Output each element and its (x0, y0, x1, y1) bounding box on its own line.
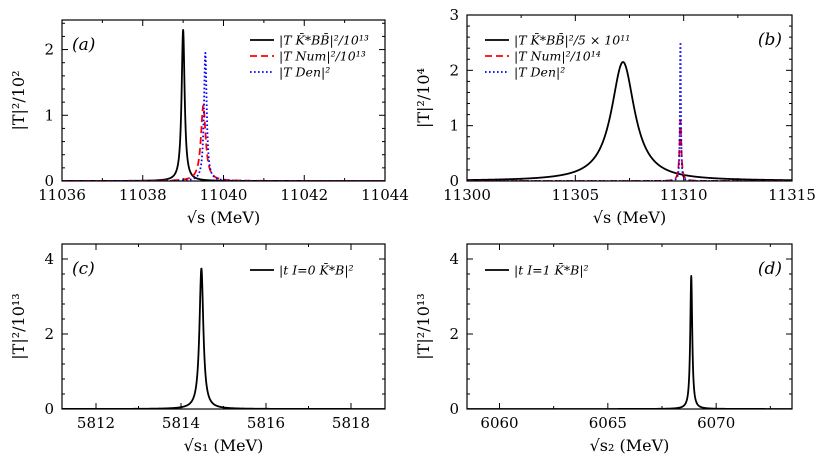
x-tick-label: 11038 (119, 186, 167, 204)
x-tick-label: 6070 (697, 414, 735, 432)
x-axis-label: √s₂ (MeV) (590, 436, 670, 455)
series-group (467, 274, 792, 409)
panel-label: (a) (72, 35, 95, 55)
series-line-1 (467, 274, 792, 409)
legend: |T K̄*BB̄|²/5 × 10¹¹ |T Num|²/10¹⁴|T Den|… (485, 32, 630, 80)
legend-label: |t I=1 K̄*B|² (514, 262, 589, 277)
series-line-1 (62, 267, 385, 409)
panel-label: (d) (758, 259, 782, 279)
y-tick-label: 3 (449, 6, 459, 24)
x-tick-label: 6060 (480, 414, 518, 432)
panel-1: 11036 11038 11040 11042 11044 0 1 2 √s (MeV) |T|²… (9, 19, 409, 227)
x-axis-label: √s₁ (MeV) (184, 436, 264, 455)
x-tick-label: 11042 (280, 186, 328, 204)
y-tick-label: 1 (449, 117, 459, 135)
y-axis-label: |T|²/10⁴ (414, 68, 433, 128)
series-line-3 (62, 51, 385, 181)
series-group (62, 267, 385, 409)
x-tick-label: 11315 (768, 186, 816, 204)
y-tick-label: 0 (44, 172, 54, 190)
series-line-1 (467, 61, 792, 181)
y-tick-label: 2 (449, 325, 459, 343)
y-axis-label: |T|²/10² (9, 70, 28, 130)
series-line-2 (467, 119, 792, 181)
x-tick-label: 6065 (589, 414, 627, 432)
legend-label: |T K̄*BB̄|²/5 × 10¹¹ (514, 32, 630, 47)
y-axis-label: |T|²/10¹³ (414, 293, 433, 359)
legend-label: |t I=0 K̄*B|² (279, 262, 354, 277)
legend-label: |T Num|²/10¹³ (279, 49, 366, 64)
x-tick-label: 11040 (200, 186, 248, 204)
y-tick-label: 0 (44, 400, 54, 418)
y-tick-label: 2 (449, 61, 459, 79)
x-tick-label: 5816 (247, 414, 285, 432)
x-tick-label: 5812 (77, 414, 115, 432)
y-axis-label: |T|²/10¹³ (9, 293, 28, 359)
panel-label: (c) (72, 259, 95, 279)
x-tick-label: 11036 (38, 186, 86, 204)
y-tick-label: 0 (449, 400, 459, 418)
x-tick-label: 11300 (443, 186, 491, 204)
y-tick-label: 2 (44, 41, 54, 59)
x-tick-label: 11305 (551, 186, 599, 204)
legend-label: |T K̄*BB̄|²/10¹³ (279, 32, 369, 47)
legend: |t I=0 K̄*B|² (250, 262, 354, 278)
panel-4: 6060 6065 6070 0 2 4 √s₂ (MeV) |T|²/10¹³ (d) |t I… (414, 243, 793, 455)
y-tick-label: 4 (449, 250, 459, 268)
legend: |t I=1 K̄*B|² (485, 262, 589, 278)
x-axis-label: √s (MeV) (593, 208, 666, 227)
legend-label: |T Den|² (514, 65, 565, 80)
x-axis-label: √s (MeV) (187, 208, 260, 227)
legend-label: |T Den|² (279, 65, 330, 80)
y-tick-label: 4 (44, 250, 54, 268)
legend-label: |T Num|²/10¹⁴ (514, 49, 601, 64)
x-tick-label: 11044 (361, 186, 409, 204)
y-tick-label: 1 (44, 106, 54, 124)
plot-frame (466, 243, 793, 410)
panel-3: 5812 5814 5816 5818 0 2 4 √s₁ (MeV) |T|²/10¹³ (c)… (9, 243, 386, 455)
legend: |T K̄*BB̄|²/10¹³ |T Num|²/10¹³|T Den|² (250, 32, 369, 80)
series-line-2 (62, 104, 385, 181)
x-tick-label: 5818 (332, 414, 370, 432)
x-tick-label: 11310 (660, 186, 708, 204)
y-tick-label: 2 (44, 325, 54, 343)
x-tick-label: 5814 (162, 414, 200, 432)
panel-label: (b) (758, 30, 782, 50)
y-tick-label: 0 (449, 172, 459, 190)
panel-2: 11300 11305 11310 11315 0 1 2 3 √s (MeV) |T|²/10⁴… (414, 6, 816, 227)
